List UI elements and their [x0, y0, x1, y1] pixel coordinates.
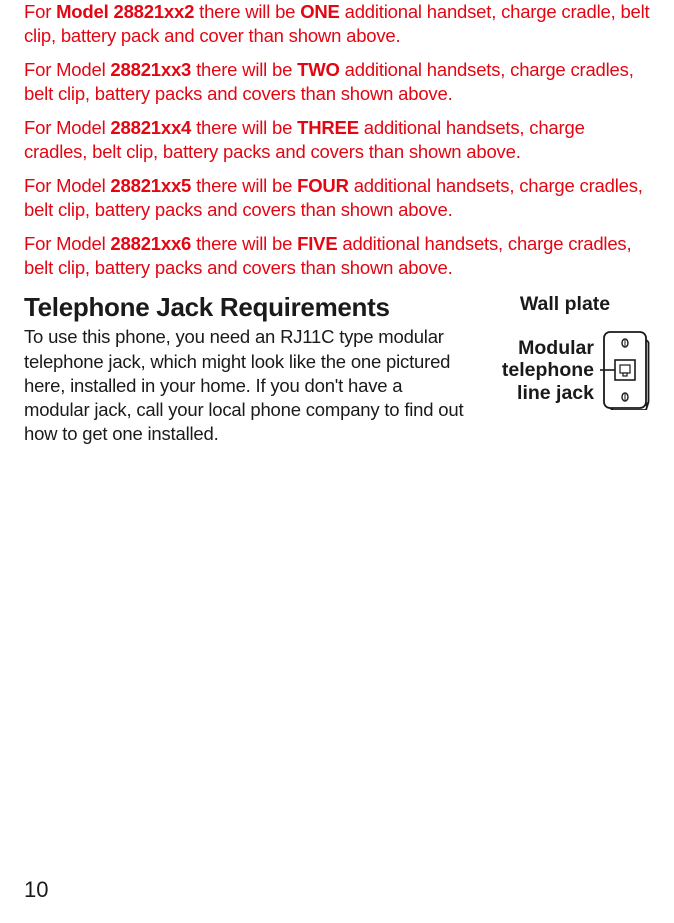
jack-section: To use this phone, you need an RJ11C typ…: [24, 325, 650, 445]
text-run: there will be: [191, 175, 297, 196]
page-number: 10: [24, 877, 48, 903]
text-run: Model 28821xx2: [56, 1, 194, 22]
model-paragraph-4: For Model 28821xx5 there will be FOUR ad…: [24, 174, 650, 222]
text-run: there will be: [191, 117, 297, 138]
content: For Model 28821xx2 there will be ONE add…: [24, 0, 650, 446]
text-run: For Model: [24, 233, 110, 254]
modular-label-line2: telephone: [502, 359, 594, 381]
wall-plate-figure: Wall plate Modular telephone line jack: [480, 293, 650, 410]
text-run: 28821xx4: [110, 117, 191, 138]
text-run: FOUR: [297, 175, 349, 196]
jack-row: Modular telephone line jack: [480, 330, 650, 410]
text-run: For Model: [24, 117, 110, 138]
model-paragraph-5: For Model 28821xx6 there will be FIVE ad…: [24, 232, 650, 280]
text-run: 28821xx3: [110, 59, 191, 80]
text-run: For Model: [24, 59, 110, 80]
text-run: THREE: [297, 117, 359, 138]
modular-label-line3: line jack: [517, 382, 594, 404]
text-run: there will be: [191, 59, 297, 80]
text-run: there will be: [194, 1, 300, 22]
model-paragraph-2: For Model 28821xx3 there will be TWO add…: [24, 58, 650, 106]
jack-paragraph: To use this phone, you need an RJ11C typ…: [24, 325, 468, 445]
text-run: there will be: [191, 233, 297, 254]
wall-plate-icon: [600, 330, 650, 410]
text-run: FIVE: [297, 233, 337, 254]
text-run: 28821xx5: [110, 175, 191, 196]
text-run: TWO: [297, 59, 340, 80]
text-run: For Model: [24, 175, 110, 196]
wall-plate-label: Wall plate: [480, 293, 650, 316]
text-run: ONE: [300, 1, 340, 22]
text-run: For: [24, 1, 56, 22]
text-run: 28821xx6: [110, 233, 191, 254]
modular-label-line1: Modular: [518, 337, 594, 359]
model-paragraph-1: For Model 28821xx2 there will be ONE add…: [24, 0, 650, 48]
modular-jack-label: Modular telephone line jack: [502, 337, 594, 404]
model-paragraph-3: For Model 28821xx4 there will be THREE a…: [24, 116, 650, 164]
